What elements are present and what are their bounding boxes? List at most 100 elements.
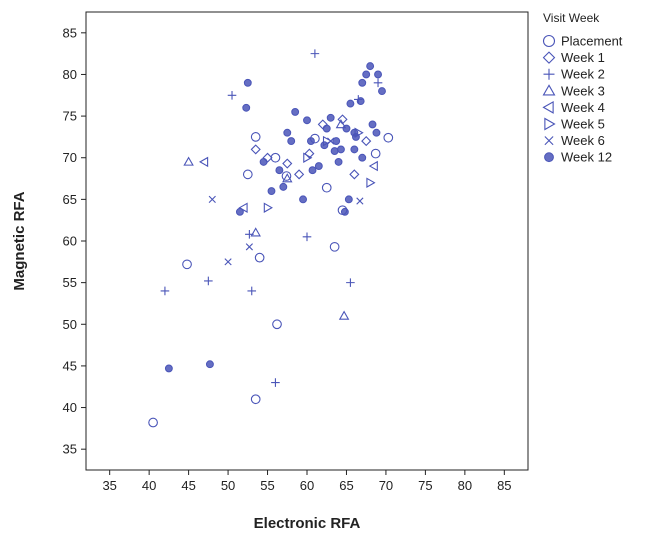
y-tick-label: 60 bbox=[63, 234, 77, 249]
x-tick-label: 75 bbox=[418, 478, 432, 493]
data-point bbox=[242, 103, 251, 112]
x-axis-title: Electronic RFA bbox=[254, 515, 361, 532]
data-point bbox=[164, 364, 173, 373]
x-tick-label: 65 bbox=[339, 478, 353, 493]
data-point bbox=[287, 137, 296, 146]
data-point bbox=[224, 258, 232, 266]
legend-item: Week 3 bbox=[542, 83, 605, 98]
data-point bbox=[302, 232, 312, 242]
data-point bbox=[374, 70, 382, 79]
legend-item: Week 1 bbox=[542, 50, 605, 65]
legend-label: Week 2 bbox=[561, 67, 605, 82]
data-point bbox=[148, 417, 158, 428]
x-tick-label: 50 bbox=[221, 478, 235, 493]
data-point bbox=[332, 137, 341, 146]
data-point bbox=[358, 153, 367, 162]
data-point bbox=[346, 278, 355, 287]
data-point bbox=[281, 171, 292, 181]
data-point bbox=[299, 195, 307, 204]
y-tick-label: 85 bbox=[63, 25, 77, 40]
x-tick-label: 70 bbox=[379, 478, 393, 493]
x-tick-label: 80 bbox=[458, 478, 472, 493]
data-point bbox=[271, 378, 280, 387]
data-point bbox=[204, 276, 213, 286]
data-point bbox=[366, 62, 375, 71]
x-tick-label: 55 bbox=[260, 478, 274, 493]
data-point bbox=[304, 148, 315, 159]
y-tick-label: 40 bbox=[63, 400, 77, 415]
x-tick-label: 45 bbox=[181, 478, 195, 493]
data-point bbox=[267, 187, 276, 195]
data-point bbox=[346, 99, 355, 108]
data-point bbox=[373, 78, 383, 88]
data-point bbox=[262, 152, 273, 163]
data-point bbox=[330, 147, 339, 156]
data-point bbox=[263, 202, 273, 213]
y-tick-label: 65 bbox=[63, 192, 77, 207]
data-point bbox=[344, 195, 353, 204]
data-point bbox=[279, 182, 288, 191]
data-point bbox=[160, 286, 170, 296]
y-tick-label: 50 bbox=[63, 317, 77, 332]
legend-item: Placement bbox=[542, 34, 623, 49]
x-tick-label: 85 bbox=[497, 478, 511, 493]
y-tick-label: 55 bbox=[63, 275, 77, 290]
data-point bbox=[338, 310, 350, 320]
data-point bbox=[320, 141, 329, 150]
data-point bbox=[242, 169, 253, 180]
x-tick-label: 35 bbox=[102, 478, 116, 493]
data-point bbox=[334, 157, 343, 166]
legend-label: Week 3 bbox=[561, 83, 605, 98]
data-point bbox=[275, 166, 284, 175]
y-tick-label: 45 bbox=[63, 358, 77, 373]
data-point bbox=[326, 113, 335, 122]
legend-label: Week 12 bbox=[561, 150, 612, 165]
x-tick-label: 40 bbox=[142, 478, 156, 493]
data-point bbox=[335, 119, 347, 129]
data-point bbox=[291, 107, 300, 116]
legend-title: Visit Week bbox=[543, 11, 600, 25]
y-tick-label: 35 bbox=[63, 442, 77, 457]
data-point bbox=[182, 259, 192, 270]
data-point bbox=[340, 207, 349, 216]
data-point bbox=[314, 162, 323, 170]
data-point bbox=[250, 132, 261, 142]
data-point bbox=[282, 158, 293, 169]
legend-item: Week 2 bbox=[543, 67, 605, 82]
legend-item: Week 5 bbox=[544, 117, 605, 132]
legend-item: Week 12 bbox=[544, 150, 612, 165]
data-point bbox=[356, 197, 364, 205]
legend-label: Week 6 bbox=[561, 133, 605, 148]
data-point bbox=[250, 144, 261, 155]
data-point bbox=[317, 119, 328, 130]
data-point bbox=[294, 169, 305, 180]
data-point bbox=[208, 195, 216, 203]
legend-marker bbox=[544, 152, 554, 163]
data-point bbox=[198, 156, 209, 168]
data-point bbox=[307, 137, 315, 146]
legend-marker bbox=[544, 117, 556, 131]
data-point bbox=[372, 128, 381, 137]
y-axis: 35 40 45 50 55 60 65 70 75 80 85 bbox=[63, 25, 86, 457]
data-point bbox=[227, 90, 237, 100]
data-point bbox=[183, 156, 194, 166]
data-point bbox=[247, 286, 257, 296]
data-point bbox=[358, 78, 367, 87]
data-point bbox=[383, 132, 394, 143]
data-point bbox=[368, 160, 378, 172]
data-point bbox=[303, 152, 313, 163]
data-point bbox=[329, 241, 340, 252]
data-point bbox=[272, 319, 282, 330]
data-point bbox=[235, 207, 244, 216]
data-point bbox=[254, 252, 265, 263]
data-point bbox=[250, 227, 261, 237]
legend-label: Placement bbox=[561, 34, 623, 49]
y-axis-title: Magnetic RFA bbox=[11, 191, 28, 290]
data-point bbox=[238, 202, 248, 213]
data-point bbox=[378, 87, 386, 96]
data-point bbox=[282, 173, 293, 183]
y-tick-label: 70 bbox=[63, 150, 77, 165]
legend-label: Week 1 bbox=[561, 50, 605, 65]
